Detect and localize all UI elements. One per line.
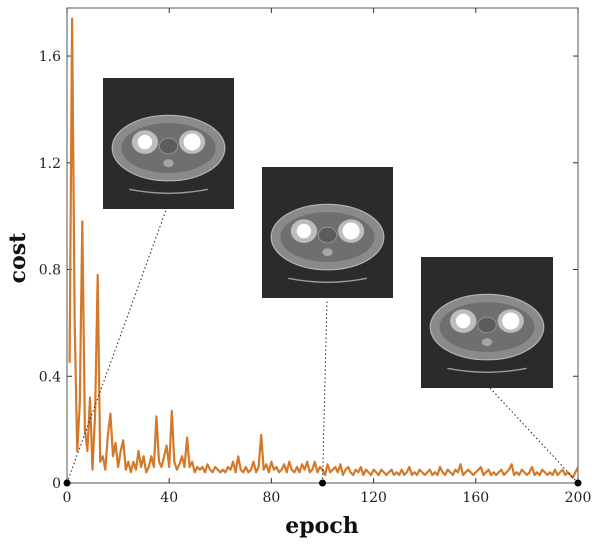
ct-organ <box>158 137 179 155</box>
connector-line <box>489 387 579 484</box>
ct-table <box>447 367 527 373</box>
x-axis-title: epoch <box>285 513 358 539</box>
ct-femoral-head-right <box>502 312 520 330</box>
y-ticks: 0 0.4 0.8 1.2 1.6 <box>39 49 578 492</box>
ct-femoral-head-left <box>455 313 471 329</box>
ct-femoral-head-left <box>296 223 312 239</box>
insets <box>103 78 553 388</box>
ct-inset-1 <box>103 78 234 209</box>
ct-organ <box>317 226 338 244</box>
epoch-marker <box>63 479 71 487</box>
connector-line <box>322 298 328 484</box>
markers <box>63 479 582 487</box>
y-tick-label: 0.4 <box>39 369 61 385</box>
epoch-marker <box>574 479 582 487</box>
x-tick-label: 200 <box>565 490 592 506</box>
y-tick-label: 1.6 <box>39 49 61 65</box>
y-axis-title: cost <box>5 232 31 283</box>
ct-table <box>129 188 208 194</box>
connectors <box>66 209 579 484</box>
x-tick-label: 120 <box>360 490 387 506</box>
y-tick-label: 0.8 <box>39 263 61 279</box>
ct-coccyx <box>163 159 174 168</box>
ct-coccyx <box>481 338 493 347</box>
y-tick-label: 0 <box>52 476 61 492</box>
y-tick-label: 1.2 <box>39 156 61 172</box>
ct-organ <box>477 316 497 334</box>
ct-table <box>288 277 367 283</box>
x-ticks: 0 40 80 120 160 200 <box>63 8 592 506</box>
x-tick-label: 40 <box>160 490 178 506</box>
ct-coccyx <box>322 248 333 257</box>
ct-femoral-head-left <box>137 134 153 150</box>
epoch-marker <box>319 479 326 487</box>
x-tick-label: 160 <box>462 490 489 506</box>
ct-femoral-head-right <box>183 133 201 151</box>
ct-inset-2 <box>262 167 393 298</box>
series <box>68 17 579 479</box>
ct-femoral-head-right <box>342 222 360 240</box>
x-tick-label: 80 <box>262 490 280 506</box>
ct-inset-3 <box>421 257 553 388</box>
cost-line <box>68 17 579 479</box>
connector-line <box>66 209 167 484</box>
x-tick-label: 0 <box>63 490 72 506</box>
